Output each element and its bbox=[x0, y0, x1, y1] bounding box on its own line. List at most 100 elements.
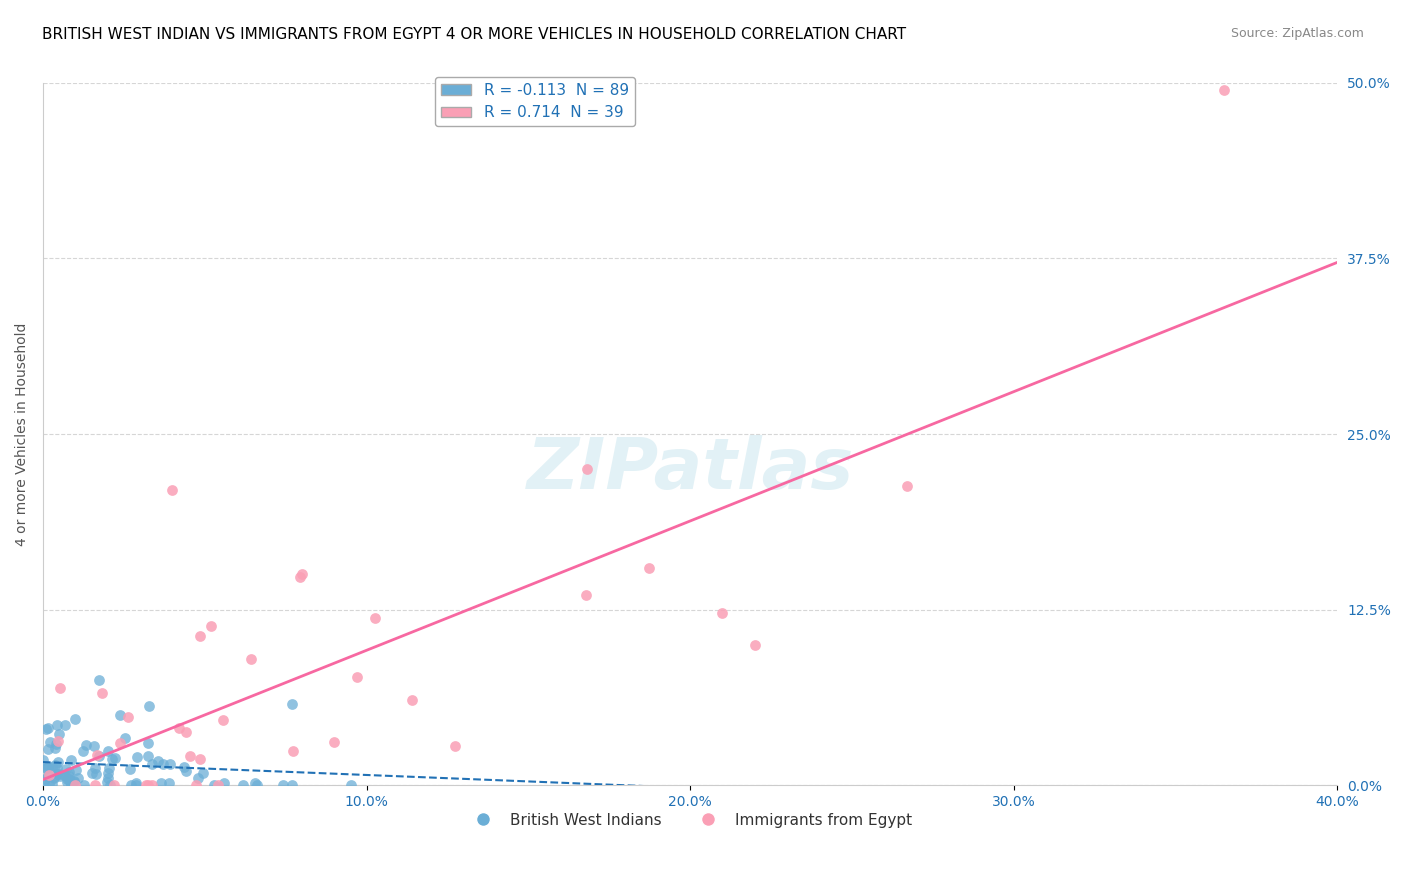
Point bbox=[66, 771, 89, 785]
Point bbox=[49, 681, 72, 695]
Point bbox=[179, 749, 201, 764]
Point bbox=[97, 772, 120, 786]
Point bbox=[98, 761, 121, 775]
Legend: British West Indians, Immigrants from Egypt: British West Indians, Immigrants from Eg… bbox=[461, 806, 918, 834]
Point bbox=[49, 769, 72, 783]
Point bbox=[138, 778, 160, 792]
Point bbox=[56, 772, 79, 787]
Point bbox=[346, 670, 368, 684]
Point bbox=[72, 744, 94, 758]
Point bbox=[575, 588, 598, 602]
Point bbox=[48, 755, 70, 769]
Point bbox=[37, 768, 59, 782]
Point bbox=[207, 778, 229, 792]
Point bbox=[576, 462, 599, 476]
Point bbox=[46, 733, 69, 747]
Point bbox=[80, 766, 103, 780]
Text: ZIPatlas: ZIPatlas bbox=[526, 434, 853, 504]
Point bbox=[243, 776, 266, 790]
Point bbox=[83, 778, 105, 792]
Point bbox=[38, 777, 60, 791]
Point bbox=[84, 761, 107, 775]
Point bbox=[83, 739, 105, 753]
Point bbox=[117, 709, 139, 723]
Point bbox=[167, 721, 190, 735]
Point bbox=[48, 727, 70, 741]
Point bbox=[87, 673, 110, 687]
Point bbox=[283, 744, 305, 758]
Point bbox=[108, 736, 131, 750]
Point bbox=[65, 712, 87, 726]
Point bbox=[46, 767, 69, 781]
Point bbox=[281, 778, 304, 792]
Point bbox=[41, 760, 63, 774]
Point bbox=[91, 686, 114, 700]
Point bbox=[42, 770, 65, 784]
Point bbox=[60, 778, 83, 792]
Point bbox=[44, 757, 66, 772]
Point bbox=[34, 775, 56, 789]
Point bbox=[162, 483, 184, 498]
Point bbox=[200, 618, 222, 632]
Point bbox=[187, 771, 209, 785]
Point bbox=[136, 736, 159, 750]
Point bbox=[56, 774, 79, 789]
Point bbox=[744, 638, 766, 652]
Point bbox=[1213, 83, 1236, 97]
Point bbox=[214, 776, 236, 790]
Point bbox=[444, 739, 467, 753]
Point bbox=[37, 761, 59, 775]
Point bbox=[193, 766, 215, 780]
Point bbox=[125, 776, 148, 790]
Point bbox=[120, 778, 142, 792]
Point bbox=[97, 744, 120, 758]
Point bbox=[46, 761, 69, 775]
Point bbox=[63, 775, 86, 789]
Point bbox=[32, 753, 55, 767]
Point bbox=[35, 722, 58, 736]
Point bbox=[157, 775, 180, 789]
Point bbox=[58, 769, 80, 783]
Point bbox=[98, 778, 121, 792]
Point bbox=[232, 778, 254, 792]
Point bbox=[58, 764, 80, 779]
Point bbox=[239, 651, 262, 665]
Point bbox=[340, 778, 363, 792]
Text: Source: ZipAtlas.com: Source: ZipAtlas.com bbox=[1230, 27, 1364, 40]
Point bbox=[136, 748, 159, 763]
Point bbox=[149, 775, 172, 789]
Point bbox=[141, 778, 163, 792]
Point bbox=[65, 763, 87, 777]
Point bbox=[59, 753, 82, 767]
Point bbox=[84, 766, 107, 780]
Point bbox=[35, 760, 58, 774]
Point bbox=[38, 768, 60, 782]
Point bbox=[44, 741, 66, 756]
Point bbox=[174, 724, 197, 739]
Point bbox=[138, 698, 160, 713]
Point bbox=[75, 738, 97, 752]
Point bbox=[63, 774, 86, 789]
Point bbox=[135, 778, 157, 792]
Point bbox=[323, 735, 346, 749]
Point bbox=[37, 760, 59, 774]
Point bbox=[96, 775, 118, 789]
Point bbox=[39, 735, 62, 749]
Point bbox=[110, 708, 132, 723]
Point bbox=[148, 754, 170, 768]
Point bbox=[41, 777, 63, 791]
Point bbox=[114, 731, 136, 745]
Point bbox=[184, 778, 207, 792]
Point bbox=[101, 752, 124, 766]
Point bbox=[271, 778, 294, 792]
Point bbox=[55, 762, 77, 776]
Point bbox=[55, 718, 77, 732]
Point bbox=[280, 697, 302, 711]
Point bbox=[42, 772, 65, 786]
Point bbox=[896, 479, 918, 493]
Point bbox=[53, 768, 76, 782]
Point bbox=[97, 766, 120, 780]
Point bbox=[86, 747, 108, 762]
Y-axis label: 4 or more Vehicles in Household: 4 or more Vehicles in Household bbox=[15, 322, 30, 546]
Text: BRITISH WEST INDIAN VS IMMIGRANTS FROM EGYPT 4 OR MORE VEHICLES IN HOUSEHOLD COR: BRITISH WEST INDIAN VS IMMIGRANTS FROM E… bbox=[42, 27, 907, 42]
